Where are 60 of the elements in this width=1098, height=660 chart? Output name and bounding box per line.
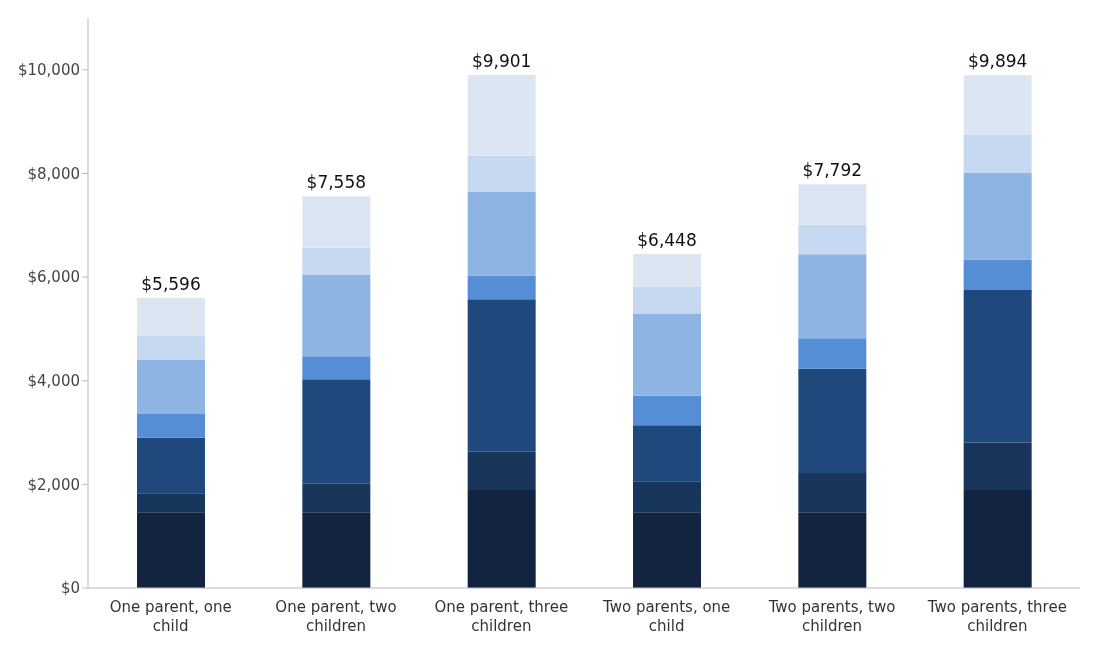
y-tick-label: $2,000 — [27, 475, 80, 494]
bar — [467, 451, 536, 491]
bar — [137, 437, 205, 494]
y-tick-label: $4,000 — [27, 372, 80, 391]
bar — [963, 490, 1032, 588]
total-label: $5,596 — [141, 274, 201, 295]
y-tick-label: $6,000 — [27, 268, 80, 287]
bar — [302, 247, 371, 275]
bar — [302, 379, 371, 484]
x-tick-label: One parent, three children — [434, 598, 569, 635]
bar — [798, 254, 867, 339]
y-tick-label: $0 — [60, 579, 80, 598]
bar — [467, 299, 536, 452]
bar — [798, 368, 867, 473]
bar — [633, 253, 701, 287]
x-tick-label: One parent, two children — [275, 598, 397, 635]
bar — [302, 356, 371, 380]
bar — [137, 335, 205, 360]
bar — [633, 512, 701, 588]
bar — [633, 425, 701, 482]
bar — [467, 191, 536, 276]
y-tick-label: $8,000 — [27, 164, 80, 183]
bar — [798, 224, 867, 255]
bar — [302, 483, 371, 513]
bar — [467, 74, 536, 156]
bar — [302, 512, 371, 588]
bar — [467, 155, 536, 192]
bar — [633, 395, 701, 426]
x-tick-label: One parent, one child — [109, 598, 232, 635]
bar — [798, 338, 867, 369]
bar — [137, 298, 205, 336]
bar — [798, 184, 867, 225]
bar — [963, 259, 1032, 291]
bar — [633, 286, 701, 314]
bar — [963, 75, 1032, 135]
bar — [467, 490, 536, 588]
total-label: $6,448 — [637, 229, 697, 250]
bar — [137, 512, 205, 588]
bar — [467, 275, 536, 300]
total-label: $7,792 — [802, 160, 863, 181]
bar — [302, 274, 371, 357]
bar — [302, 196, 371, 248]
bar — [798, 472, 867, 513]
total-label: $7,558 — [306, 172, 367, 193]
bar — [798, 512, 867, 588]
bar — [633, 313, 701, 396]
x-tick-label: Two parents, one child — [602, 598, 731, 635]
y-tick-label: $10,000 — [17, 61, 80, 80]
x-tick-label: Two parents, two children — [767, 598, 896, 635]
bar — [137, 359, 205, 414]
bar — [963, 172, 1032, 260]
bar — [137, 493, 205, 513]
bar — [963, 442, 1032, 491]
bar — [963, 290, 1032, 443]
bar — [633, 481, 701, 513]
total-label: $9,894 — [967, 51, 1028, 72]
x-tick-label: Two parents, three children — [926, 598, 1067, 635]
bar — [137, 413, 205, 438]
total-label: $9,901 — [471, 50, 532, 71]
bar — [963, 134, 1032, 173]
